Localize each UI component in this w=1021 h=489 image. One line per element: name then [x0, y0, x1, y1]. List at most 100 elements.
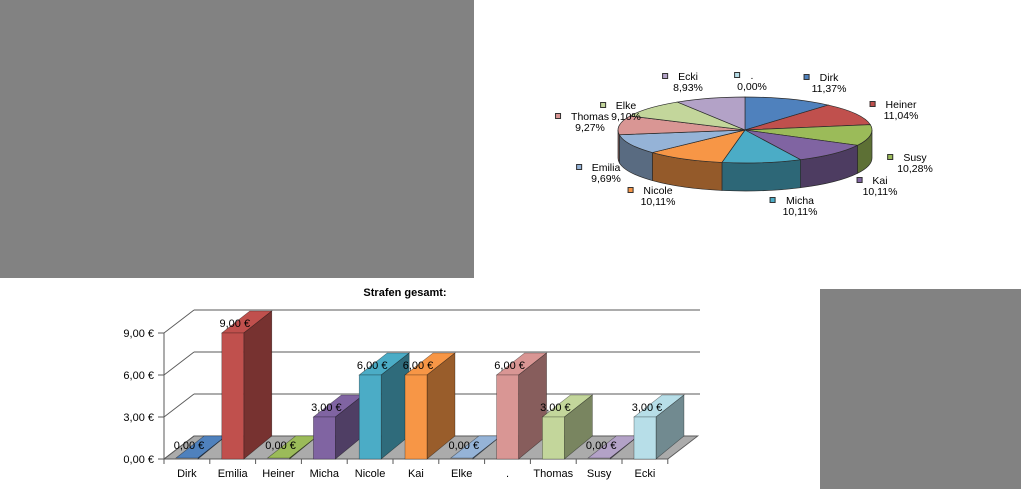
category-label-Heiner: Heiner	[262, 468, 295, 480]
pie-label-Micha: Micha 10,11%	[769, 196, 818, 218]
bar-value-label: 6,00 €	[494, 360, 525, 372]
bar-value-label: 3,00 €	[540, 402, 571, 414]
pie-label-percent: 10,11%	[862, 186, 898, 198]
bar-value-label: 9,00 €	[220, 318, 251, 330]
category-label-Micha: Micha	[310, 468, 340, 480]
pie-label-Emilia: Emilia 9,69%	[575, 162, 621, 185]
pie-slice-Nicole[interactable]	[650, 129, 746, 163]
category-label-Ecki: Ecki	[635, 468, 656, 480]
category-label-Thomas: Thomas	[533, 468, 573, 480]
y-tick-label: 0,00 €	[123, 454, 154, 466]
depth-line	[163, 351, 195, 376]
pie-label-Susy: Susy 10,28%	[887, 152, 933, 175]
bar-front-face	[542, 416, 565, 460]
bar-chart-title: Strafen gesamt:	[363, 287, 447, 299]
bar-side-face	[243, 310, 273, 460]
category-label-Susy: Susy	[587, 468, 612, 480]
bar-value-label: 0,00 €	[449, 440, 480, 452]
pie-label-name: Elke	[615, 100, 637, 112]
pie-slice-Kai[interactable]	[744, 129, 859, 161]
bar-side-face	[197, 435, 227, 460]
bar-front-face	[496, 374, 519, 460]
y-tick-label: 3,00 €	[123, 412, 154, 424]
pie-label-percent: 9,69%	[591, 173, 621, 185]
legend-marker-icon	[555, 113, 562, 119]
pie-label-.: . 0,00%	[734, 70, 767, 93]
pie-label-percent: 11,04%	[883, 110, 919, 122]
bar-value-label: 0,00 €	[265, 440, 296, 452]
bar-value-label: 0,00 €	[174, 440, 205, 452]
pie-label-percent: 10,28%	[897, 163, 933, 175]
pie-label-Elke: Elke 9,10%	[599, 100, 641, 123]
pie-label-percent: 10,11%	[782, 206, 818, 218]
pie-label-percent: 11,37%	[811, 83, 847, 95]
bar-Heiner[interactable]	[266, 435, 319, 460]
legend-marker-icon	[734, 72, 741, 78]
legend-marker-icon	[769, 197, 776, 203]
pie-label-Thomas: Thomas 9,27%	[555, 111, 609, 134]
legend-marker-icon	[887, 154, 894, 160]
pie-label-Dirk: Dirk 11,37%	[803, 72, 847, 95]
pie-label-name: Susy	[903, 152, 927, 164]
pie-slice-Susy[interactable]	[744, 124, 873, 146]
pie-slice-Ecki[interactable]	[676, 96, 746, 131]
y-tick-label: 6,00 €	[123, 370, 154, 382]
bar-.[interactable]	[495, 352, 548, 460]
legend-marker-icon	[627, 187, 634, 193]
pie-label-percent: 8,93%	[673, 82, 703, 94]
bar-front-face	[633, 416, 657, 460]
pie-label-Heiner: Heiner 11,04%	[869, 99, 919, 122]
category-label-Dirk: Dirk	[177, 468, 197, 480]
pie-chart[interactable]	[617, 96, 873, 192]
pie-label-name: .	[750, 70, 754, 82]
legend-marker-icon	[662, 73, 669, 79]
pie-label-name: Dirk	[819, 72, 839, 84]
bar-Thomas[interactable]	[541, 394, 594, 460]
bar-value-label: 0,00 €	[586, 440, 617, 452]
pie-slice-Dirk[interactable]	[744, 96, 830, 131]
redacted-area-top-left	[0, 0, 474, 278]
pie-slice-Heiner[interactable]	[744, 104, 871, 131]
pie-label-name: Heiner	[885, 99, 917, 111]
bar-side-face	[289, 435, 318, 460]
bar-Micha[interactable]	[312, 394, 365, 460]
bar-Emilia[interactable]	[220, 310, 273, 460]
bar-side-face	[472, 435, 501, 460]
bar-front-face	[404, 374, 428, 460]
pie-label-Nicole: Nicole 10,11%	[627, 185, 675, 208]
pie-slice-Emilia[interactable]	[618, 129, 746, 153]
bar-Nicole[interactable]	[358, 352, 411, 460]
bar-value-label: 6,00 €	[357, 360, 388, 372]
legend-marker-icon	[869, 101, 876, 107]
bar-value-label: 3,00 €	[632, 402, 663, 414]
pie-label-name: Thomas	[571, 111, 609, 123]
category-label-Emilia: Emilia	[218, 468, 249, 480]
pie-label-name: Emilia	[591, 162, 621, 174]
pie-label-percent: 9,27%	[575, 122, 605, 134]
pie-label-name: Kai	[872, 175, 888, 187]
depth-line	[163, 393, 195, 418]
depth-line	[163, 435, 195, 460]
pie-label-Ecki: Ecki 8,93%	[662, 72, 703, 94]
pie-slice-side-Micha	[721, 159, 801, 192]
pie-label-name: Nicole	[643, 185, 673, 197]
pie-label-percent: 0,00%	[737, 81, 767, 93]
bar-Kai[interactable]	[404, 352, 456, 460]
bar-value-label: 3,00 €	[311, 402, 342, 414]
y-tick-label: 9,00 €	[123, 328, 154, 340]
pie-label-Kai: Kai 10,11%	[856, 175, 898, 198]
depth-line	[163, 309, 195, 334]
category-label-.: .	[506, 468, 509, 480]
legend-marker-icon	[575, 164, 582, 170]
bar-chart[interactable]: 0,00 € 3,00 € 6,00 € 9,00 € 0,00 € 9,00 € 0,00…	[123, 309, 700, 480]
bar-Susy[interactable]	[587, 435, 640, 460]
bar-front-face	[221, 332, 245, 460]
bar-value-label: 6,00 €	[403, 360, 434, 372]
pie-slice-Micha[interactable]	[721, 129, 802, 164]
bar-front-face	[313, 416, 336, 460]
bar-Ecki[interactable]	[633, 394, 685, 460]
bar-front-face	[358, 374, 382, 460]
legend-marker-icon	[599, 102, 606, 108]
category-label-Kai: Kai	[408, 468, 424, 480]
